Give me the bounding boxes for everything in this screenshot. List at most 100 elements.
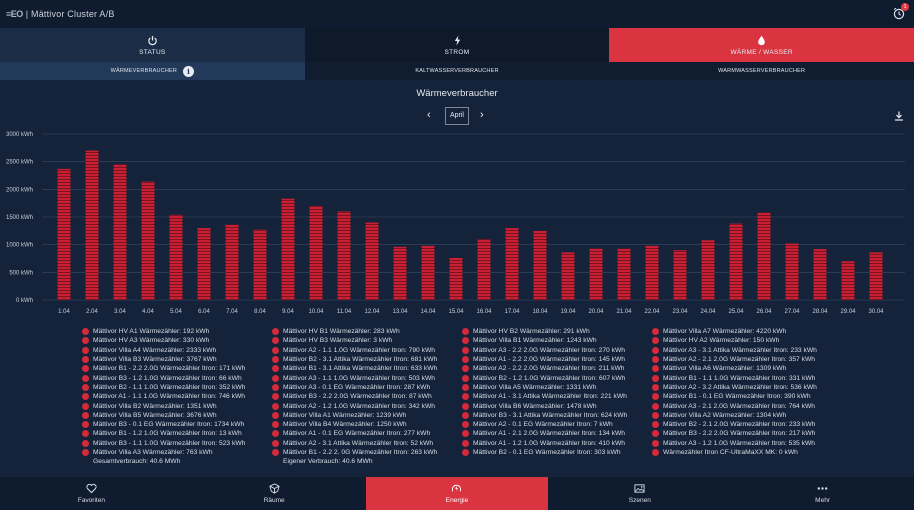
legend-item[interactable]: Mättivor A1 - 0.1 EG Wärmezähler Itron: … [272,429,462,438]
chart-bar[interactable] [785,243,799,300]
tab-strom[interactable]: STROM [304,28,610,62]
chart-bar[interactable] [533,230,547,300]
legend-item[interactable]: Mättivor A2 - 2.1 2.0G Wärmezähler Itron… [652,355,842,364]
tab-status[interactable]: STATUS [0,28,305,62]
legend-item[interactable]: Wärmezähler Itron CF-UltraMaXX MK: 0 kWh [652,448,842,457]
nav-energie[interactable]: Energie [365,477,549,510]
legend-item[interactable]: Mättivor Villa A4 Wärmezähler: 2333 kWh [82,346,272,355]
legend-item[interactable]: Mättivor Villa B5 Wärmezähler: 3676 kWh [82,411,272,420]
chart-bar[interactable] [673,250,687,300]
legend-item[interactable]: Mättivor B1 - 1.2 1.0G Wärmezähler Itron… [82,429,272,438]
chart-bar[interactable] [85,150,99,300]
legend-item[interactable]: Mättivor A2 - 1.2 1.0G Wärmezähler Itron… [272,401,462,410]
legend-item[interactable]: Mättivor B1 - 2.2 2. 0G Wärmezähler Itro… [272,448,462,457]
chart-bar[interactable] [141,181,155,300]
alarm-button[interactable]: 1 [892,3,909,20]
subtab-kaltwasserverbraucher[interactable]: KALTWASSERVERBRAUCHER [304,62,610,80]
chart-bar[interactable] [757,212,771,300]
legend-item[interactable]: Mättivor A3 - 1.1 1.0G Wärmezähler Itron… [272,373,462,382]
legend-item[interactable]: Mättivor HV B1 Wärmezähler: 283 kWh [272,327,462,336]
legend-item[interactable]: Mättivor HV A1 Wärmezähler: 192 kWh [82,327,272,336]
legend-item[interactable]: Mättivor Villa B6 Wärmezähler: 1478 kWh [462,401,652,410]
legend-item[interactable]: Mättivor Villa B1 Wärmezähler: 1243 kWh [462,336,652,345]
chart-bar[interactable] [365,222,379,300]
chart-bar[interactable] [561,252,575,300]
chart-bar[interactable] [225,224,239,300]
legend-item[interactable]: Mättivor A3 - 1.2 1.0G Wärmezähler Itron… [652,439,842,448]
tab-waerme-wasser[interactable]: WÄRME / WASSER [609,28,914,62]
chart-bar[interactable] [421,245,435,300]
legend-item[interactable]: Mättivor A1 - 3.1 Attika Wärmezähler Itr… [462,392,652,401]
legend-item[interactable]: Mättivor Villa A1 Wärmezähler: 1239 kWh [272,411,462,420]
legend-item[interactable]: Mättivor B2 - 1.1 1.0G Wärmezähler Itron… [82,383,272,392]
legend-item[interactable]: Mättivor A3 - 2.1 2.0G Wärmezähler Itron… [652,401,842,410]
download-icon[interactable] [894,111,904,121]
legend-item[interactable]: Mättivor A2 - 2.2 2.0G Wärmezähler Itron… [462,364,652,373]
chart-bar[interactable] [841,261,855,300]
subtab-warmwasserverbraucher[interactable]: WARMWASSERVERBRAUCHER [609,62,914,80]
legend-item[interactable]: Mättivor B2 - 2.1 2.0G Wärmezähler Itron… [652,420,842,429]
legend-item[interactable]: Mättivor HV A3 Wärmezähler: 330 kWh [82,336,272,345]
month-prev-button[interactable]: ‹ [427,109,431,121]
month-selector[interactable]: April [445,107,469,125]
legend-item[interactable]: Mättivor A1 - 2.2 2.0G Wärmezähler Itron… [462,355,652,364]
legend-item[interactable]: Mättivor Villa A5 Wärmezähler: 1331 kWh [462,383,652,392]
legend-item[interactable]: Mättivor B3 - 0.1 EG Wärmezähler Itron: … [82,420,272,429]
legend-item[interactable]: Mättivor A3 - 0.1 EG Wärmezähler Itron: … [272,383,462,392]
nav-mehr[interactable]: Mehr [731,477,914,510]
subtab-waermeverbraucher[interactable]: WÄRMEVERBRAUCHER i [0,62,305,80]
chart-bar[interactable] [813,249,827,300]
month-next-button[interactable]: › [480,109,484,121]
legend-item[interactable]: Mättivor A2 - 3.1 Attika Wärmezähler Itr… [272,439,462,448]
chart-bar[interactable] [449,257,463,300]
legend-item[interactable]: Mättivor B2 - 1.2 1.0G Wärmezähler Itron… [462,373,652,382]
legend-item[interactable]: Mättivor HV B3 Wärmezähler: 3 kWh [272,336,462,345]
legend-item[interactable]: Mättivor B1 - 0.1 EG Wärmezähler Itron: … [652,392,842,401]
nav-raeume[interactable]: Räume [183,477,366,510]
legend-item[interactable]: Mättivor B1 - 3.1 Attika Wärmezähler Itr… [272,364,462,373]
legend-item[interactable]: Mättivor B3 - 1.1 1.0G Wärmezähler Itron… [82,439,272,448]
chart-bar[interactable] [617,248,631,300]
legend-item[interactable]: Mättivor Villa A6 Wärmezähler: 1309 kWh [652,364,842,373]
legend-item[interactable]: Mättivor A2 - 0.1 EG Wärmezähler Itron: … [462,420,652,429]
chart-bar[interactable] [281,198,295,300]
legend-item[interactable]: Mättivor Villa B2 Wärmezähler: 1351 kWh [82,401,272,410]
legend-item[interactable]: Mättivor HV B2 Wärmezähler: 291 kWh [462,327,652,336]
chart-bar[interactable] [57,168,71,300]
legend-item[interactable]: Mättivor A3 - 2.2 2.0G Wärmezähler Itron… [462,346,652,355]
chart-bar[interactable] [197,228,211,300]
chart-bar[interactable] [309,205,323,300]
legend-item[interactable]: Mättivor A2 - 3.2 Attika Wärmezähler Itr… [652,383,842,392]
legend-item[interactable]: Mättivor Villa A2 Wärmezähler: 1304 kWh [652,411,842,420]
legend-item[interactable]: Mättivor B2 - 3.1 Attika Wärmezähler Itr… [272,355,462,364]
chart-bar[interactable] [701,240,715,300]
chart-bar[interactable] [169,214,183,300]
chart-bar[interactable] [729,223,743,300]
legend-item[interactable]: Mättivor B3 - 1.2 1.0G Wärmezähler Itron… [82,373,272,382]
legend-item[interactable]: Mättivor B1 - 1.1 1.0G Wärmezähler Itron… [652,373,842,382]
chart-bar[interactable] [645,245,659,300]
nav-favoriten[interactable]: Favoriten [0,477,183,510]
info-icon[interactable]: i [183,65,195,77]
legend-item[interactable]: Mättivor A2 - 1.1 1.0G Wärmezähler Itron… [272,346,462,355]
legend-item[interactable]: Mättivor HV A2 Wärmezähler: 150 kWh [652,336,842,345]
chart-bar[interactable] [113,164,127,300]
legend-item[interactable]: Mättivor Villa B3 Wärmezähler: 3767 kWh [82,355,272,364]
chart-bar[interactable] [337,211,351,300]
chart-bar[interactable] [869,252,883,300]
chart-bar[interactable] [393,246,407,300]
legend-item[interactable]: Mättivor A3 - 3.1 Attika Wärmezähler Itr… [652,346,842,355]
legend-item[interactable]: Mättivor Villa A7 Wärmezähler: 4220 kWh [652,327,842,336]
legend-item[interactable]: Mättivor Villa A3 Wärmezähler: 763 kWh [82,448,272,457]
legend-item[interactable]: Mättivor B3 - 2.2 2.0G Wärmezähler Itron… [652,429,842,438]
legend-item[interactable]: Mättivor A1 - 1.2 1.0G Wärmezähler Itron… [462,439,652,448]
legend-item[interactable]: Mättivor Villa B4 Wärmezähler: 1250 kWh [272,420,462,429]
legend-item[interactable]: Mättivor B3 - 3.1 Attika Wärmezähler Itr… [462,411,652,420]
chart-bar[interactable] [589,248,603,300]
chart-bar[interactable] [477,239,491,300]
chart-bar[interactable] [505,228,519,300]
legend-item[interactable]: Mättivor B3 - 2.2 2.0G Wärmezähler Itron… [272,392,462,401]
nav-szenen[interactable]: Szenen [548,477,731,510]
legend-item[interactable]: Mättivor B1 - 2.2 2.0G Wärmezähler Itron… [82,364,272,373]
chart-bar[interactable] [253,229,267,300]
